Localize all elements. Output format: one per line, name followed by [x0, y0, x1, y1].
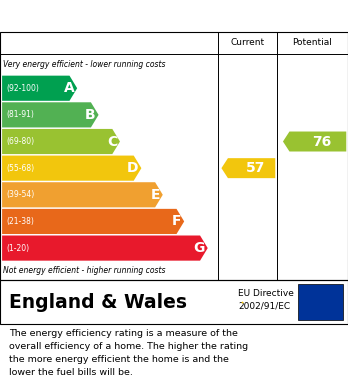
- Text: (92-100): (92-100): [6, 84, 39, 93]
- Text: F: F: [172, 214, 181, 228]
- Text: (1-20): (1-20): [6, 244, 29, 253]
- Text: Very energy efficient - lower running costs: Very energy efficient - lower running co…: [3, 60, 165, 69]
- Polygon shape: [2, 209, 184, 234]
- Text: Energy Efficiency Rating: Energy Efficiency Rating: [9, 9, 219, 23]
- Text: 57: 57: [245, 161, 265, 175]
- Polygon shape: [2, 129, 120, 154]
- Text: (55-68): (55-68): [6, 164, 34, 173]
- Text: (39-54): (39-54): [6, 190, 34, 199]
- Text: (69-80): (69-80): [6, 137, 34, 146]
- Text: E: E: [150, 188, 160, 202]
- Text: The energy efficiency rating is a measure of the
overall efficiency of a home. T: The energy efficiency rating is a measur…: [9, 329, 248, 377]
- Text: England & Wales: England & Wales: [9, 292, 187, 312]
- Polygon shape: [2, 156, 141, 181]
- Polygon shape: [221, 158, 275, 178]
- Polygon shape: [2, 75, 77, 101]
- Text: B: B: [85, 108, 96, 122]
- Text: (21-38): (21-38): [6, 217, 34, 226]
- Polygon shape: [283, 131, 346, 151]
- Text: D: D: [127, 161, 139, 175]
- Text: A: A: [64, 81, 74, 95]
- Text: EU Directive
2002/91/EC: EU Directive 2002/91/EC: [238, 289, 294, 310]
- Text: Current: Current: [230, 38, 264, 47]
- Polygon shape: [2, 235, 208, 261]
- Text: 76: 76: [312, 135, 331, 149]
- Text: Potential: Potential: [293, 38, 332, 47]
- Text: Not energy efficient - higher running costs: Not energy efficient - higher running co…: [3, 266, 165, 275]
- Text: (81-91): (81-91): [6, 110, 34, 119]
- Polygon shape: [2, 182, 163, 207]
- Text: G: G: [193, 241, 205, 255]
- Bar: [298, 284, 343, 319]
- Text: C: C: [107, 135, 117, 149]
- Polygon shape: [2, 102, 98, 127]
